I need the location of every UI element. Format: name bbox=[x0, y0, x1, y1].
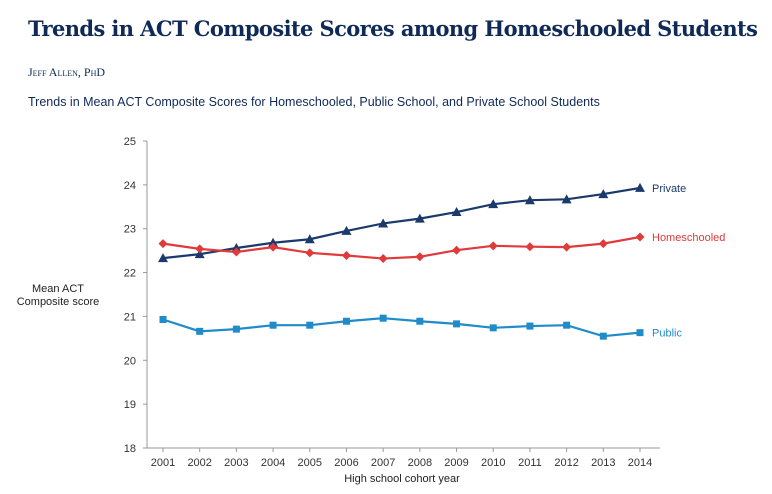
data-point-diamond bbox=[415, 252, 425, 262]
data-point-diamond bbox=[488, 241, 498, 251]
y-tick-label: 19 bbox=[124, 399, 136, 411]
y-tick-label: 18 bbox=[124, 443, 136, 455]
data-point-diamond bbox=[305, 248, 315, 258]
data-point-triangle bbox=[635, 182, 645, 192]
data-point-square bbox=[599, 332, 607, 340]
y-tick-label: 21 bbox=[124, 311, 136, 323]
data-point-triangle bbox=[268, 237, 279, 247]
author: Jeff Allen, PhD bbox=[28, 65, 106, 79]
x-tick-label: 2009 bbox=[444, 457, 468, 469]
data-point-square bbox=[563, 321, 571, 329]
x-tick-label: 2010 bbox=[481, 457, 505, 469]
data-point-triangle bbox=[524, 195, 535, 205]
x-tick-label: 2004 bbox=[261, 457, 285, 469]
x-tick-label: 2002 bbox=[187, 457, 211, 469]
data-point-triangle bbox=[341, 225, 352, 235]
data-point-square bbox=[342, 317, 350, 325]
x-tick-label: 2013 bbox=[591, 457, 615, 469]
x-tick-label: 2001 bbox=[151, 457, 175, 469]
data-point-square bbox=[526, 322, 534, 330]
data-point-square bbox=[636, 329, 644, 337]
y-tick-label: 25 bbox=[124, 136, 136, 148]
data-point-triangle bbox=[304, 234, 315, 244]
y-axis-label: Composite score bbox=[17, 296, 100, 308]
y-tick-label: 23 bbox=[124, 224, 136, 236]
data-point-triangle bbox=[378, 218, 389, 228]
data-point-square bbox=[416, 317, 424, 325]
data-point-diamond bbox=[525, 242, 535, 252]
y-axis-label: Mean ACT bbox=[32, 283, 84, 295]
data-point-diamond bbox=[195, 244, 205, 254]
data-point-diamond bbox=[562, 242, 572, 252]
x-tick-label: 2014 bbox=[628, 457, 652, 469]
data-point-diamond bbox=[341, 250, 351, 260]
data-point-square bbox=[232, 325, 240, 333]
x-tick-label: 2006 bbox=[334, 457, 358, 469]
data-point-diamond bbox=[635, 232, 645, 242]
data-point-square bbox=[453, 320, 461, 328]
data-point-triangle bbox=[488, 199, 499, 209]
x-tick-label: 2008 bbox=[408, 457, 432, 469]
data-point-triangle bbox=[194, 249, 205, 259]
data-point-triangle bbox=[451, 207, 462, 217]
x-tick-label: 2007 bbox=[371, 457, 395, 469]
y-tick-label: 20 bbox=[124, 355, 136, 367]
chart-subtitle: Trends in Mean ACT Composite Scores for … bbox=[28, 95, 600, 109]
data-point-square bbox=[306, 321, 314, 329]
x-tick-label: 2011 bbox=[518, 457, 542, 469]
legend-label-private: Private bbox=[652, 183, 686, 195]
y-tick-label: 22 bbox=[124, 268, 136, 280]
x-tick-label: 2005 bbox=[298, 457, 322, 469]
data-point-diamond bbox=[378, 254, 388, 264]
series-line-private bbox=[162, 186, 641, 260]
x-tick-label: 2012 bbox=[554, 457, 578, 469]
data-point-triangle bbox=[414, 213, 425, 223]
x-axis-label: High school cohort year bbox=[344, 473, 460, 485]
data-point-square bbox=[489, 324, 497, 332]
x-tick-label: 2003 bbox=[224, 457, 248, 469]
data-point-diamond bbox=[598, 239, 608, 249]
legend-label-homeschooled: Homeschooled bbox=[652, 232, 725, 244]
data-point-triangle bbox=[158, 253, 168, 263]
legend-label-public: Public bbox=[652, 328, 682, 340]
series-line-homeschooled bbox=[162, 235, 641, 260]
data-point-triangle bbox=[561, 194, 572, 204]
data-point-square bbox=[379, 314, 387, 322]
data-point-diamond bbox=[231, 247, 241, 257]
data-point-triangle bbox=[598, 189, 609, 199]
data-point-square bbox=[196, 327, 204, 335]
data-point-diamond bbox=[268, 242, 278, 252]
data-point-square bbox=[159, 315, 167, 323]
series-line-public bbox=[162, 317, 641, 338]
data-point-diamond bbox=[452, 245, 462, 255]
page-title: Trends in ACT Composite Scores among Hom… bbox=[28, 16, 758, 41]
data-point-diamond bbox=[158, 239, 168, 249]
y-tick-label: 24 bbox=[124, 180, 136, 192]
data-point-square bbox=[269, 321, 277, 329]
